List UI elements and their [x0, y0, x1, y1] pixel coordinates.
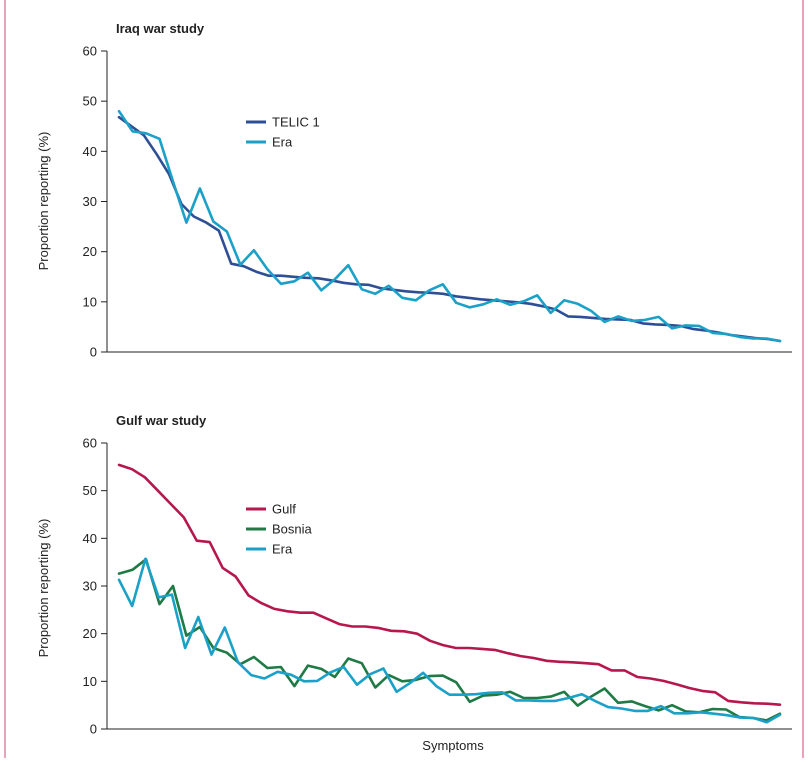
panel-title-gulf: Gulf war study	[116, 413, 207, 428]
series-line-gulf-gulf	[117, 463, 782, 707]
panel-title-iraq: Iraq war study	[116, 21, 205, 36]
y-tick-label: 20	[83, 244, 97, 259]
x-axis-title-gulf: Symptoms	[422, 738, 484, 753]
y-tick-label: 10	[83, 674, 97, 689]
y-tick-label: 0	[90, 722, 97, 737]
series-line-gulf-bosnia	[117, 557, 782, 722]
y-tick-label: 30	[83, 579, 97, 594]
y-tick-label: 10	[83, 294, 97, 309]
legend-label-iraq-era: Era	[272, 135, 293, 150]
legend-label-gulf-gulf: Gulf	[272, 502, 296, 517]
y-tick-label: 60	[83, 436, 97, 451]
y-tick-label: 50	[83, 94, 97, 109]
y-tick-label: 50	[83, 483, 97, 498]
y-axis-title-gulf: Proportion reporting (%)	[36, 519, 51, 658]
plot-area-gulf: 0 10 20 30 40 50 60 Gulf Bosnia Era	[83, 436, 792, 737]
y-axis-title-iraq: Proportion reporting (%)	[36, 132, 51, 271]
series-line-iraq-era	[117, 109, 782, 343]
y-tick-label: 40	[83, 144, 97, 159]
legend-label-iraq-telic-1: TELIC 1	[272, 115, 320, 130]
y-tick-label: 0	[90, 345, 97, 360]
y-tick-label: 30	[83, 194, 97, 209]
legend-label-gulf-bosnia: Bosnia	[272, 522, 313, 537]
y-tick-label: 40	[83, 531, 97, 546]
y-tick-label: 60	[83, 44, 97, 59]
legend-label-gulf-era: Era	[272, 542, 293, 557]
series-line-gulf-era	[117, 557, 782, 724]
series-line-iraq-telic-1	[117, 115, 782, 343]
y-tick-label: 20	[83, 626, 97, 641]
plot-area-iraq: 0 10 20 30 40 50 60 TELIC 1 Era	[83, 44, 792, 360]
